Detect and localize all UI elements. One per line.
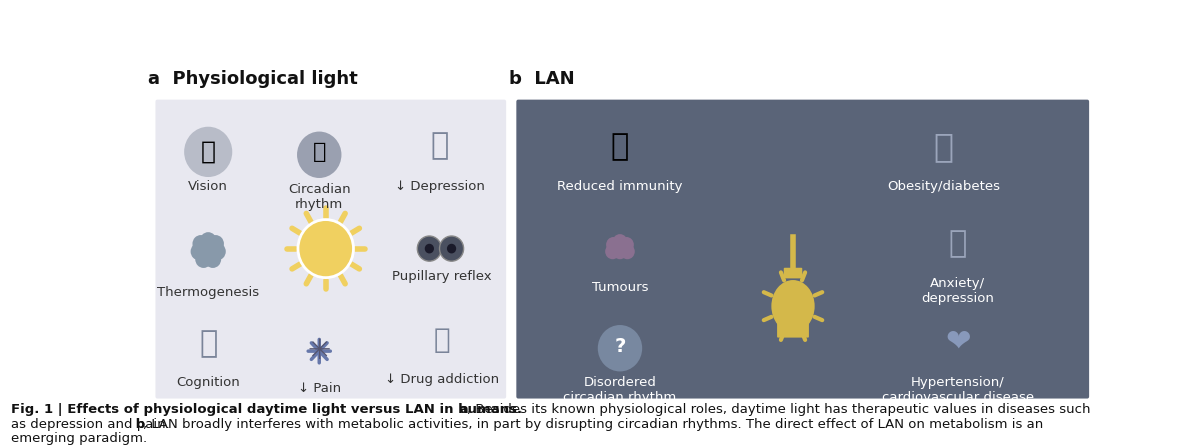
Text: ✳: ✳ — [307, 337, 331, 365]
Text: 🦠: 🦠 — [611, 133, 629, 162]
Circle shape — [196, 251, 212, 268]
Circle shape — [192, 235, 209, 252]
Text: Hypertension/
cardiovascular disease: Hypertension/ cardiovascular disease — [882, 376, 1033, 405]
FancyBboxPatch shape — [784, 268, 803, 279]
Circle shape — [298, 132, 342, 178]
Circle shape — [606, 237, 620, 252]
Text: Disordered
circadian rhythm: Disordered circadian rhythm — [563, 376, 677, 405]
Circle shape — [605, 244, 620, 259]
Text: b  LAN: b LAN — [509, 70, 575, 88]
Ellipse shape — [772, 280, 815, 332]
Circle shape — [425, 244, 434, 254]
FancyBboxPatch shape — [516, 100, 1090, 399]
Text: Pupillary reflex: Pupillary reflex — [392, 270, 492, 283]
Circle shape — [200, 232, 216, 250]
Text: 🚶: 🚶 — [934, 130, 954, 163]
Text: Anxiety/
depression: Anxiety/ depression — [922, 277, 994, 305]
Text: ⏱: ⏱ — [312, 142, 326, 162]
Text: ↓ Pain: ↓ Pain — [298, 382, 341, 395]
Text: Cognition: Cognition — [176, 376, 240, 389]
Text: Obesity/diabetes: Obesity/diabetes — [887, 180, 1001, 193]
Text: ↓ Drug addiction: ↓ Drug addiction — [385, 373, 499, 386]
Circle shape — [446, 244, 456, 254]
Text: Fig. 1 | Effects of physiological daytime light versus LAN in humans.: Fig. 1 | Effects of physiological daytim… — [11, 403, 522, 417]
Circle shape — [418, 236, 442, 261]
FancyBboxPatch shape — [156, 100, 506, 399]
Text: ?: ? — [614, 337, 625, 356]
Text: Tumours: Tumours — [592, 282, 648, 295]
Text: emerging paradigm.: emerging paradigm. — [11, 433, 148, 445]
Circle shape — [598, 325, 642, 372]
Circle shape — [612, 234, 628, 250]
Circle shape — [191, 243, 208, 260]
Text: Reduced immunity: Reduced immunity — [557, 180, 683, 193]
Text: , LAN broadly interferes with metabolic activities, in part by disrupting circad: , LAN broadly interferes with metabolic … — [143, 418, 1043, 431]
Circle shape — [204, 251, 221, 268]
Text: Vision: Vision — [188, 180, 228, 193]
Circle shape — [620, 244, 635, 259]
Circle shape — [619, 237, 634, 252]
Text: as depression and pain.: as depression and pain. — [11, 418, 170, 431]
Circle shape — [200, 243, 216, 260]
Text: a: a — [455, 403, 469, 417]
Text: ↓ Depression: ↓ Depression — [395, 180, 485, 193]
Circle shape — [439, 236, 463, 261]
Circle shape — [612, 244, 628, 259]
Text: b: b — [131, 418, 145, 431]
FancyBboxPatch shape — [778, 318, 809, 338]
Circle shape — [184, 127, 233, 177]
Text: 💊: 💊 — [434, 327, 451, 355]
Text: ❤: ❤ — [944, 329, 971, 358]
Text: , Besides its known physiological roles, daytime light has therapeutic values in: , Besides its known physiological roles,… — [467, 403, 1091, 417]
Text: Circadian
rhythm: Circadian rhythm — [288, 183, 350, 211]
Circle shape — [298, 219, 354, 278]
Circle shape — [209, 243, 226, 260]
Text: a  Physiological light: a Physiological light — [148, 70, 358, 88]
Text: 🧠: 🧠 — [199, 329, 217, 358]
Text: 🧘: 🧘 — [431, 132, 449, 161]
Text: 👁: 👁 — [200, 140, 216, 164]
Text: Thermogenesis: Thermogenesis — [157, 286, 259, 299]
Circle shape — [208, 235, 224, 252]
Text: 🧎: 🧎 — [948, 229, 967, 258]
